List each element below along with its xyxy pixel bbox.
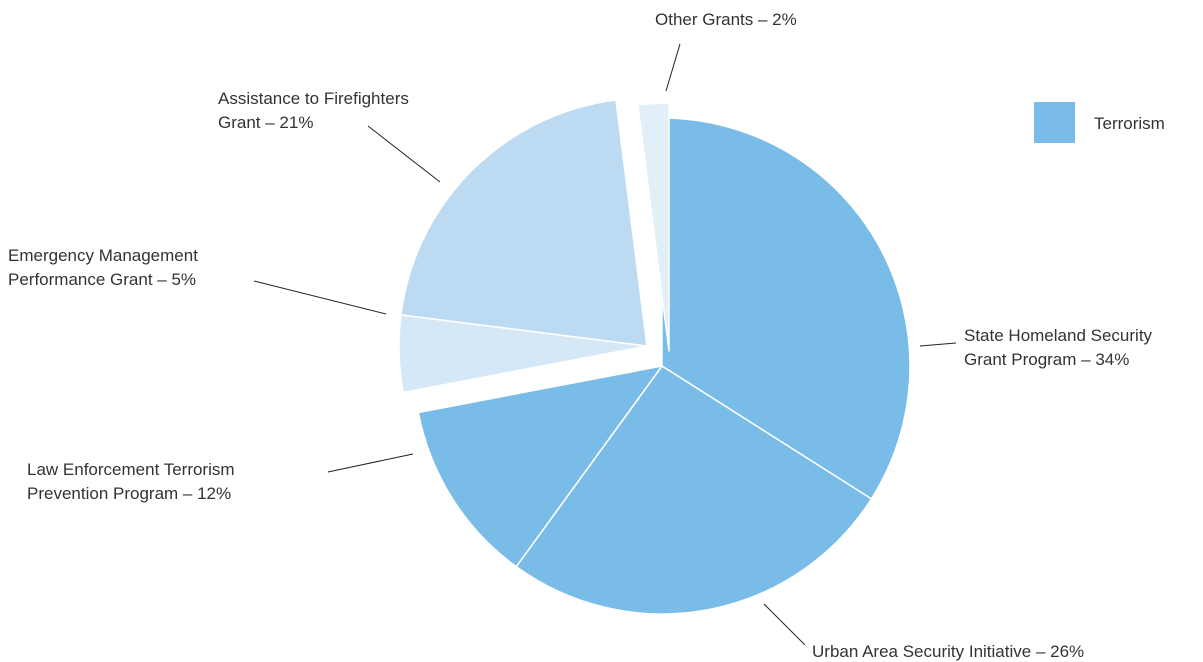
slice-label: State Homeland Security Grant Program – 3… — [964, 326, 1153, 369]
leader-line — [763, 603, 806, 646]
slice-label: Emergency Management Performance Grant – … — [8, 246, 198, 289]
slice-label-line: State Homeland Security — [964, 326, 1153, 345]
slice-label-line: Performance Grant – 5% — [8, 270, 196, 289]
slice-label: Law Enforcement Terrorism Prevention Prog… — [27, 460, 235, 503]
labels-layer: State Homeland Security Grant Program – 3… — [8, 10, 1153, 661]
legend-swatch — [1034, 102, 1075, 143]
slice-label: Other Grants – 2% — [655, 10, 797, 29]
slice-label-line: Assistance to Firefighters — [218, 89, 409, 108]
pie-slice — [661, 117, 911, 500]
leader-line — [367, 125, 441, 183]
legend-label: Terrorism — [1094, 114, 1165, 133]
slice-label: Assistance to Firefighters Grant – 21% — [218, 89, 409, 132]
pie-slice — [515, 365, 873, 615]
leader-lines-layer — [253, 43, 957, 646]
slice-label-line: Grant – 21% — [218, 113, 313, 132]
leader-line — [665, 43, 681, 92]
slices-layer — [398, 99, 911, 615]
legend: Terrorism — [1034, 102, 1165, 143]
slice-label-line: Urban Area Security Initiative – 26% — [812, 642, 1084, 661]
slice-label-line: Emergency Management — [8, 246, 198, 265]
slice-label-line: Prevention Program – 12% — [27, 484, 231, 503]
pie-slice — [400, 99, 648, 347]
pie-slice — [417, 365, 663, 568]
leader-line — [919, 342, 957, 347]
slice-label-line: Law Enforcement Terrorism — [27, 460, 235, 479]
slice-label: Urban Area Security Initiative – 26% — [812, 642, 1084, 661]
pie-slice — [637, 102, 670, 352]
slice-label-line: Other Grants – 2% — [655, 10, 797, 29]
slice-label-line: Grant Program – 34% — [964, 350, 1129, 369]
leader-line — [253, 280, 387, 315]
leader-line — [327, 453, 414, 473]
